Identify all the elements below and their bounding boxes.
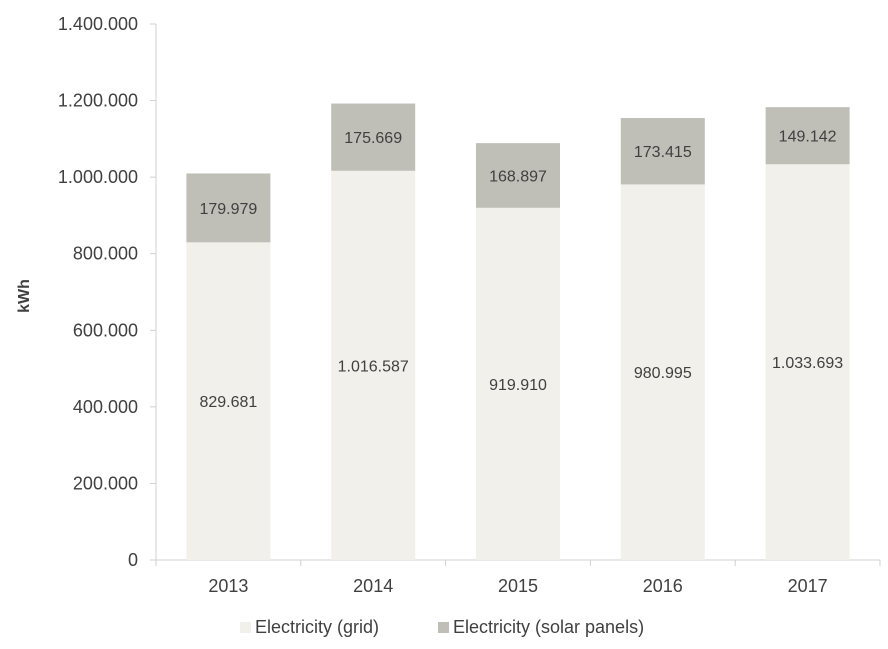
- y-tick-label: 1.000.000: [58, 167, 138, 187]
- data-label: 179.979: [199, 201, 257, 218]
- data-label: 149.142: [779, 129, 837, 146]
- y-axis-ticks: 0 200.000 400.000 600.000 800.000 1.000.000 1.…: [58, 14, 156, 570]
- bar-segment-grid-2013: [186, 242, 271, 560]
- y-axis-title-group: kWh: [16, 279, 33, 313]
- x-axis-ticks: 2013 2014 2015 2016 2017: [155, 560, 881, 596]
- bar-segment-grid-2015: [476, 207, 560, 560]
- legend-swatch: [438, 622, 449, 633]
- data-label: 980.995: [634, 365, 692, 382]
- x-tick-label: 2013: [208, 576, 248, 596]
- bar-segment-grid-2016: [620, 184, 705, 560]
- data-label: 168.897: [489, 168, 547, 185]
- bars-group: 829.681 179.979 1.016.587 175.669 919.910 168…: [186, 103, 850, 560]
- bar-segment-solar-2016: [620, 118, 705, 185]
- bar-segment-grid-2017: [765, 164, 850, 560]
- legend-label: Electricity (solar panels): [453, 617, 644, 637]
- y-tick-label: 600.000: [73, 320, 138, 340]
- legend-label: Electricity (grid): [255, 617, 379, 637]
- data-label: 173.415: [634, 144, 692, 161]
- y-tick-label: 0: [128, 550, 138, 570]
- x-tick-label: 2016: [643, 576, 683, 596]
- legend: Electricity (grid) Electricity (solar pan…: [240, 617, 644, 637]
- y-tick-label: 800.000: [73, 244, 138, 264]
- bar-segment-solar-2017: [765, 107, 850, 165]
- y-axis-title: kWh: [16, 279, 33, 313]
- bar-segment-solar-2014: [331, 103, 416, 171]
- x-tick-label: 2015: [498, 576, 538, 596]
- legend-swatch: [240, 622, 251, 633]
- y-tick-label: 1.200.000: [58, 91, 138, 111]
- x-tick-label: 2017: [788, 576, 828, 596]
- y-tick-label: 400.000: [73, 397, 138, 417]
- data-label: 829.681: [199, 394, 257, 411]
- data-label: 1.016.587: [338, 358, 409, 375]
- y-tick-label: 1.400.000: [58, 14, 138, 34]
- data-label: 1.033.693: [772, 355, 843, 372]
- x-tick-label: 2014: [353, 576, 393, 596]
- data-label: 919.910: [489, 377, 547, 394]
- bar-segment-solar-2013: [186, 173, 271, 243]
- bar-segment-grid-2014: [331, 170, 416, 560]
- y-tick-label: 200.000: [73, 473, 138, 493]
- bar-segment-solar-2015: [476, 143, 560, 208]
- data-label: 175.669: [344, 130, 402, 147]
